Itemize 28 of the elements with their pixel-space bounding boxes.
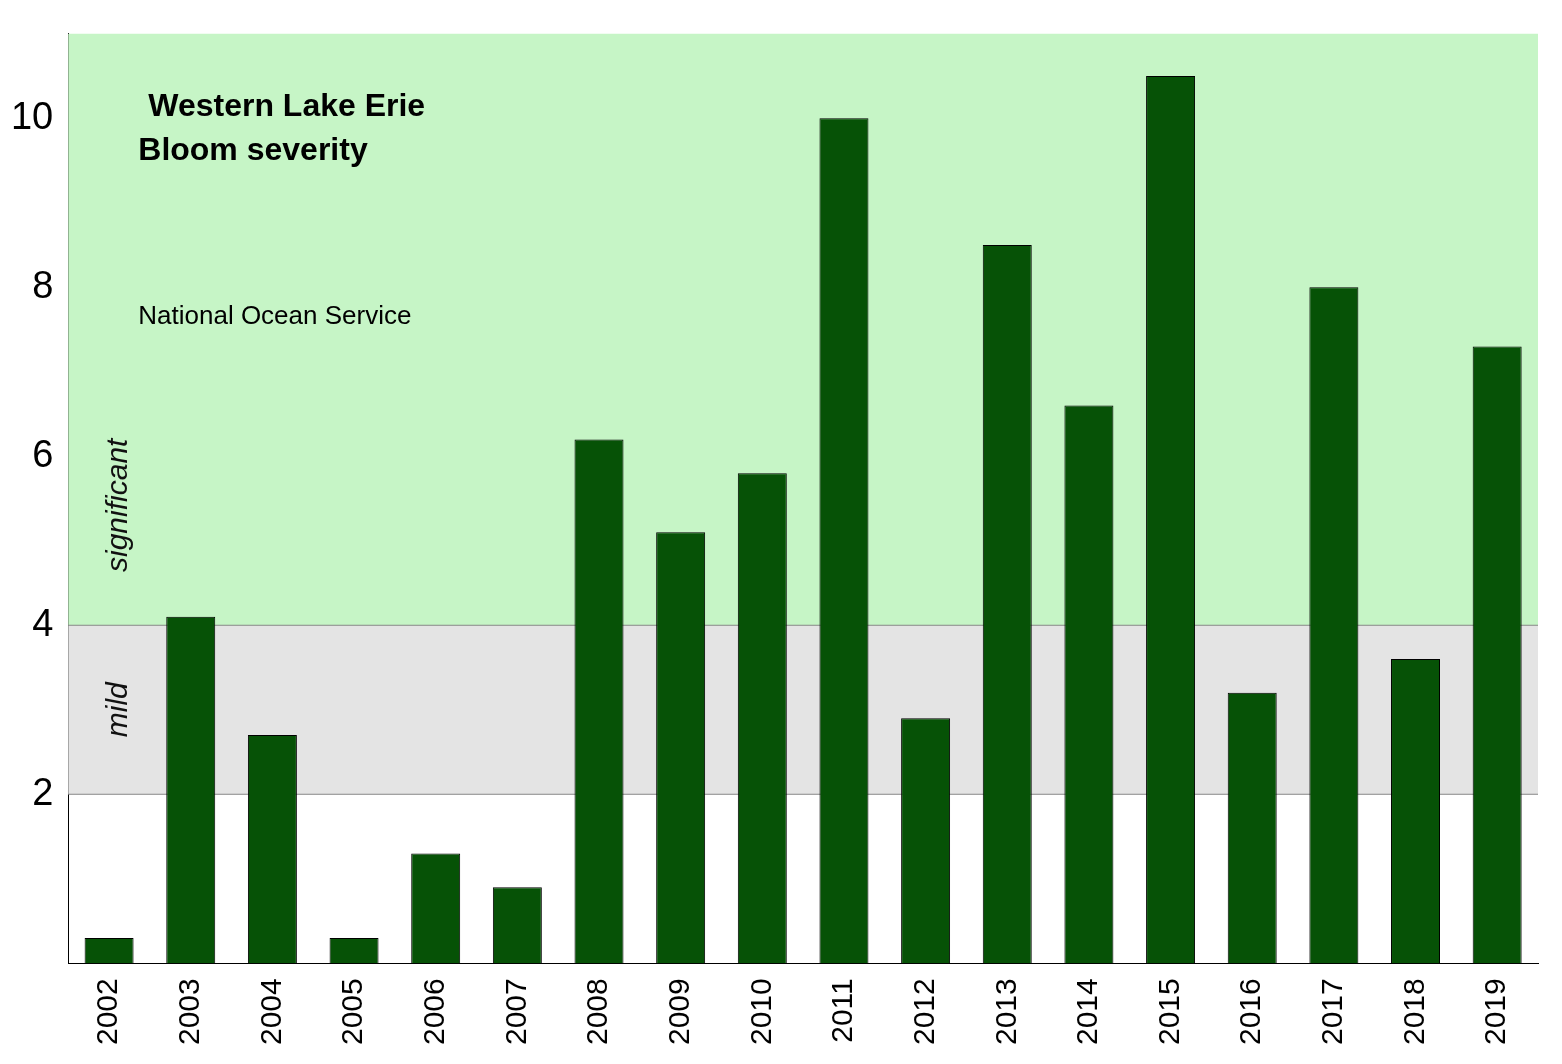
text: Western Lake Erie: [148, 86, 426, 123]
x-tick-label: 2015: [1151, 978, 1185, 1046]
x-tick-label: 2005: [335, 978, 369, 1046]
x-tick-label: 2010: [743, 978, 777, 1046]
x-tick-label: 2007: [498, 978, 532, 1046]
x-tick-label: 2014: [1070, 978, 1104, 1046]
y-tick-label: 6: [32, 432, 54, 475]
x-tick-label: 2009: [661, 978, 695, 1046]
annotation: National Ocean Service: [138, 299, 412, 330]
x-tick-label: 2019: [1478, 978, 1512, 1046]
y-tick-label: 10: [10, 94, 54, 137]
x-tick-label: 2017: [1315, 978, 1349, 1046]
x-tick-label: 2002: [90, 978, 124, 1046]
band-label: significant: [99, 436, 133, 572]
x-tick-label: 2004: [253, 978, 287, 1046]
x-tick-label: 2018: [1396, 978, 1430, 1046]
y-tick-label: 2: [32, 770, 54, 813]
x-tick-label: 2008: [580, 978, 614, 1046]
band-label: mild: [99, 680, 133, 738]
x-tick-label: 2012: [906, 978, 940, 1046]
text: Bloom severity: [138, 130, 368, 167]
x-tick-label: 2016: [1233, 978, 1267, 1046]
x-tick-label: 2011: [825, 978, 859, 1043]
x-tick-label: 2013: [988, 978, 1022, 1046]
y-tick-label: 8: [32, 263, 54, 306]
x-tick-label: 2003: [172, 978, 206, 1046]
x-tick-label: 2006: [416, 978, 450, 1046]
y-tick-label: 4: [32, 601, 54, 644]
